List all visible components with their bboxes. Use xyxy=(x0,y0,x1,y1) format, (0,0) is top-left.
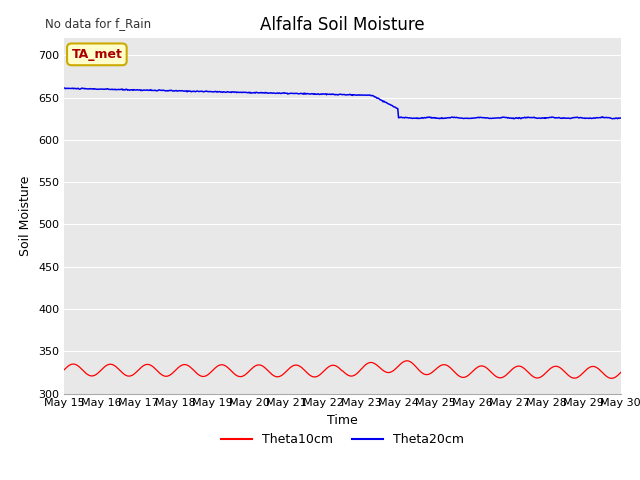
Theta10cm xyxy=(70,361,78,367)
Text: TA_met: TA_met xyxy=(72,48,122,61)
Theta10cm xyxy=(617,370,625,375)
Theta20cm xyxy=(510,116,518,121)
Theta10cm xyxy=(60,367,68,373)
Theta20cm xyxy=(127,87,135,93)
Title: Alfalfa Soil Moisture: Alfalfa Soil Moisture xyxy=(260,16,425,34)
Theta10cm xyxy=(214,363,221,369)
Y-axis label: Soil Moisture: Soil Moisture xyxy=(19,176,33,256)
Theta10cm xyxy=(184,362,192,368)
Theta10cm xyxy=(127,373,135,379)
Text: No data for f_Rain: No data for f_Rain xyxy=(45,17,151,30)
Theta20cm xyxy=(70,85,78,91)
Theta20cm xyxy=(410,115,418,121)
Line: Theta20cm: Theta20cm xyxy=(64,88,621,119)
Legend: Theta10cm, Theta20cm: Theta10cm, Theta20cm xyxy=(216,428,469,451)
Line: Theta10cm: Theta10cm xyxy=(64,361,621,378)
Theta20cm xyxy=(617,115,625,121)
Theta20cm xyxy=(214,89,221,95)
Theta20cm xyxy=(184,88,192,94)
Theta10cm xyxy=(403,358,411,364)
Theta20cm xyxy=(60,85,68,91)
Theta10cm xyxy=(607,375,615,381)
Theta20cm xyxy=(426,115,434,120)
X-axis label: Time: Time xyxy=(327,414,358,427)
Theta10cm xyxy=(428,370,435,376)
Theta10cm xyxy=(411,363,419,369)
